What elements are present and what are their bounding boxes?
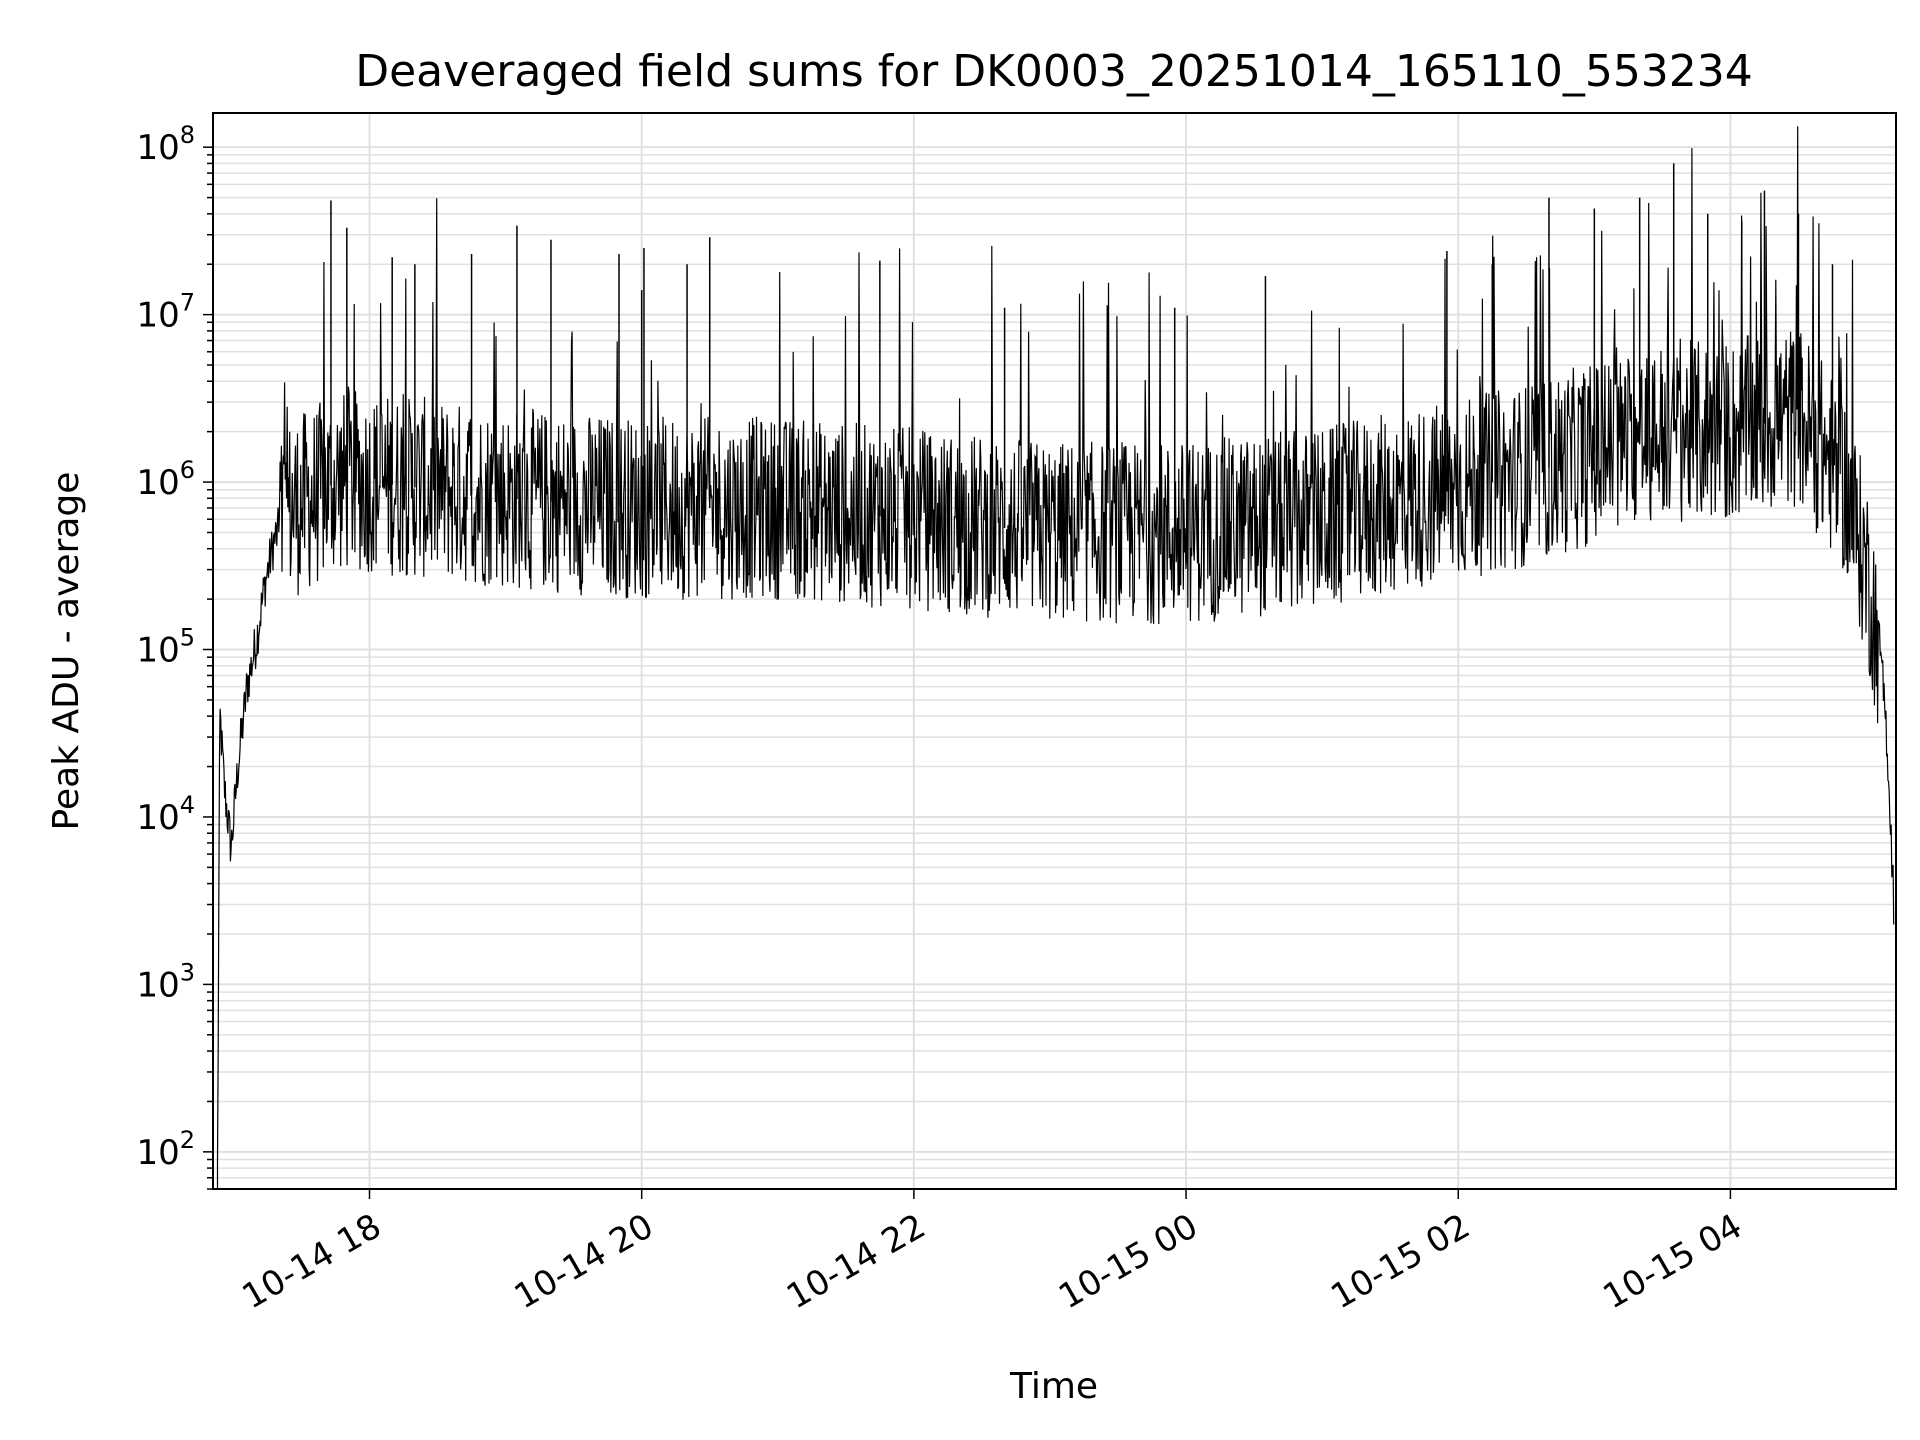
y-tick-label: 104 [136,791,195,838]
y-tick-label-exponent: 7 [180,289,195,317]
y-tick-label-base: 10 [136,631,179,671]
x-axis-label: Time [1009,1366,1098,1407]
y-tick-label-base: 10 [136,463,179,503]
x-tick-label: 10-15 02 [1324,1206,1476,1317]
x-tick-label: 10-14 22 [780,1206,932,1317]
y-tick-label-exponent: 8 [180,121,195,149]
series-line [216,126,1895,1189]
x-tick-label: 10-14 18 [236,1206,388,1317]
x-tick-label: 10-15 00 [1052,1206,1204,1317]
y-tick-label-exponent: 4 [180,791,195,819]
y-tick-label-exponent: 5 [180,624,195,652]
y-tick-label-exponent: 6 [180,456,195,484]
y-tick-label-base: 10 [136,798,179,838]
y-tick-label: 102 [136,1126,195,1173]
y-tick-label: 105 [136,624,195,671]
series-layer [216,126,1895,1189]
plot-frame [212,112,1897,1190]
x-tick-label: 10-14 20 [508,1206,660,1317]
x-tick-label: 10-15 04 [1597,1206,1749,1317]
grid-lines [213,113,1896,1190]
y-tick-label-base: 10 [136,128,179,168]
chart-title: Deaveraged field sums for DK0003_2025101… [355,46,1753,97]
y-tick-label-base: 10 [136,1133,179,1173]
y-tick-label-base: 10 [136,296,179,336]
y-tick-label: 107 [136,289,195,336]
y-tick-label-exponent: 2 [180,1126,195,1154]
y-tick-label-base: 10 [136,965,179,1005]
y-tick-label: 106 [136,456,195,503]
y-tick-label: 108 [136,121,195,168]
y-tick-label-exponent: 3 [180,958,195,986]
y-tick-label: 103 [136,958,195,1005]
y-axis-label: Peak ADU - average [46,472,87,831]
